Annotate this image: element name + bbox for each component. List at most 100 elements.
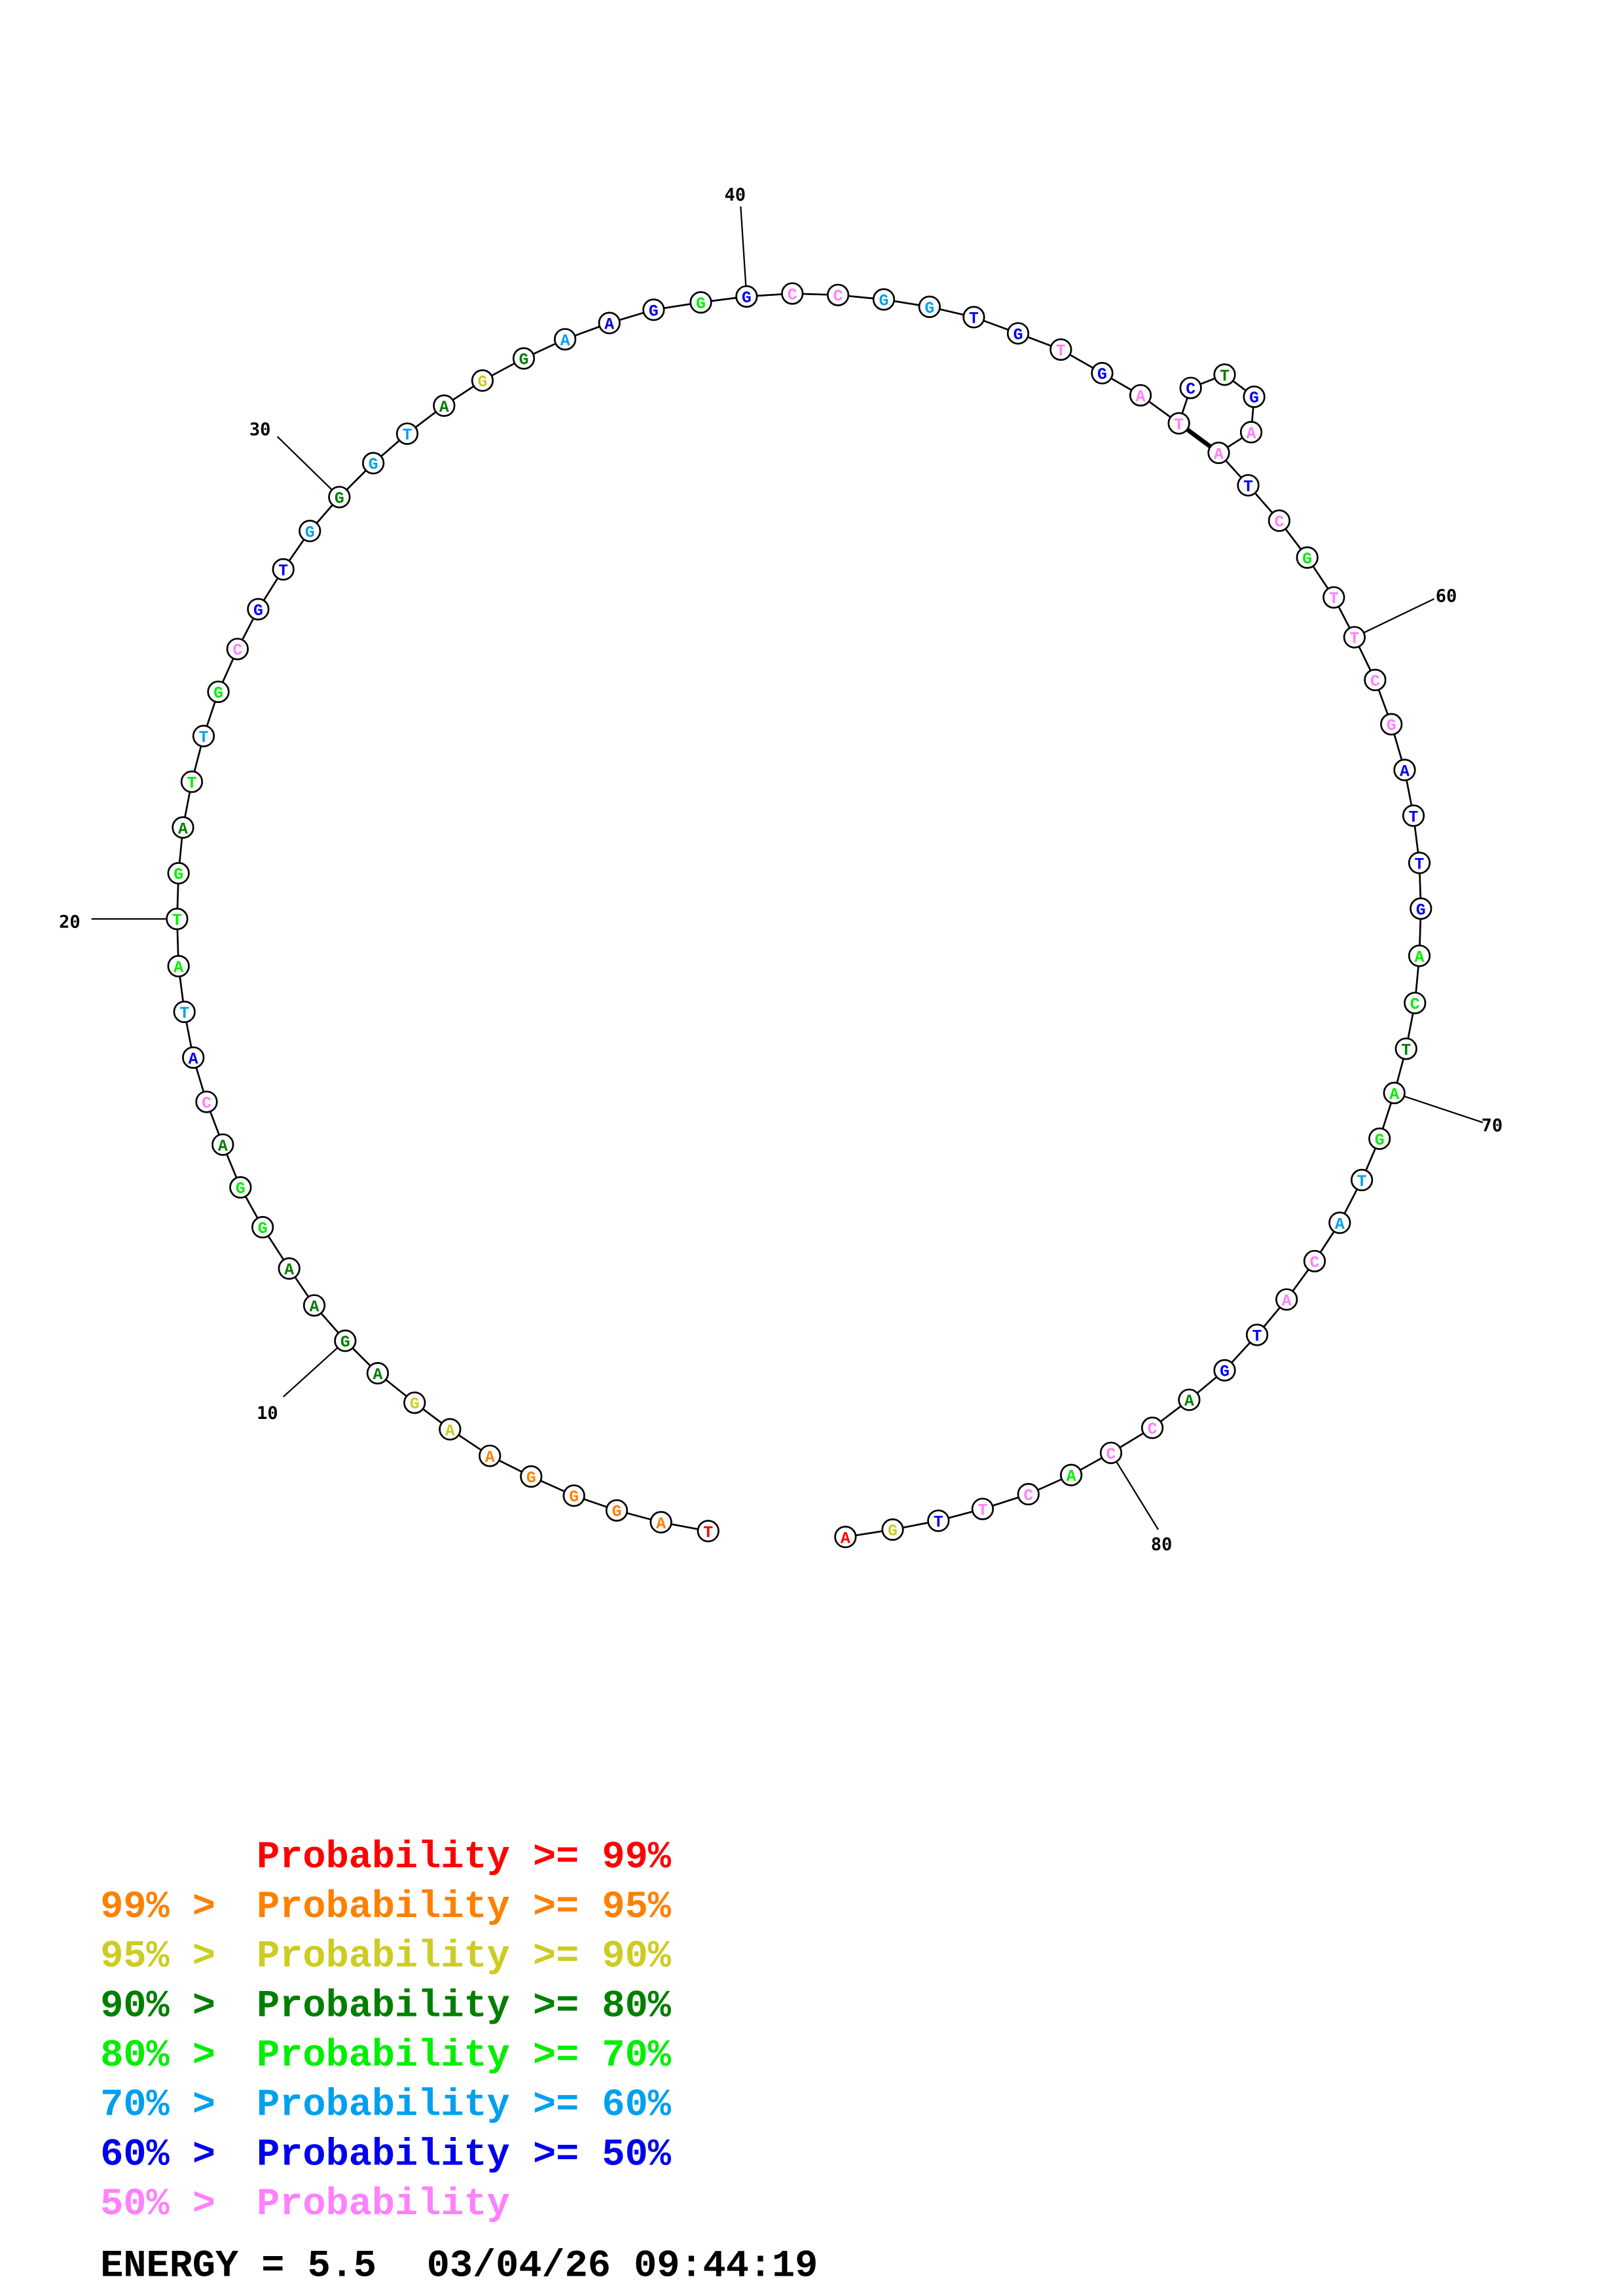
nucleotide: G bbox=[229, 1176, 252, 1199]
nucleotide-circle bbox=[251, 1215, 274, 1239]
nucleotide: G bbox=[1410, 897, 1432, 920]
nucleotide-letter: A bbox=[178, 820, 188, 838]
nucleotide: G bbox=[512, 347, 536, 370]
nucleotide-letter: A bbox=[656, 1515, 666, 1534]
nucleotide: A bbox=[554, 328, 577, 351]
nucleotide-letter: C bbox=[788, 286, 797, 304]
legend-prefix: 90% > bbox=[100, 1984, 238, 2028]
nucleotide: G bbox=[642, 298, 665, 321]
nucleotide-circle bbox=[1328, 1211, 1351, 1234]
nucleotide-circle bbox=[172, 816, 194, 839]
nucleotide-letter: T bbox=[1252, 1328, 1262, 1346]
nucleotide-letter: T bbox=[1415, 855, 1425, 874]
nucleotide-letter: T bbox=[1329, 590, 1339, 609]
nucleotide-circle bbox=[697, 1520, 720, 1543]
nucleotide: T bbox=[927, 1509, 950, 1532]
nucleotide-letter: T bbox=[403, 427, 412, 445]
nucleotide-circle bbox=[1350, 1168, 1374, 1192]
legend-entry: 99% > Probability >= 95% bbox=[100, 1885, 671, 1929]
nucleotide: A bbox=[1060, 1463, 1083, 1486]
nucleotide-circle bbox=[433, 394, 456, 417]
nucleotide-letter: A bbox=[439, 399, 449, 417]
nucleotide-letter: G bbox=[888, 1522, 898, 1541]
nucleotide-letter: G bbox=[213, 685, 223, 703]
nucleotide-circle bbox=[642, 298, 665, 321]
nucleotide-circle bbox=[1393, 759, 1416, 781]
nucleotide-letter: G bbox=[569, 1488, 579, 1507]
nucleotide: A bbox=[439, 1418, 462, 1441]
nucleotide-circle bbox=[1368, 1127, 1391, 1150]
nucleotide: T bbox=[272, 558, 295, 581]
nucleotide-letter: T bbox=[199, 729, 209, 747]
nucleotide: G bbox=[251, 1215, 274, 1239]
nucleotide-circle bbox=[328, 486, 351, 509]
position-label: 20 bbox=[59, 912, 81, 933]
tick-line bbox=[276, 436, 340, 498]
nucleotide-circle bbox=[1343, 626, 1366, 649]
nucleotide-letter: A bbox=[841, 1530, 850, 1548]
nucleotide: C bbox=[1140, 1416, 1164, 1439]
nucleotide-circle bbox=[192, 725, 215, 747]
nucleotide: T bbox=[1402, 804, 1425, 827]
nucleotide-circle bbox=[1410, 897, 1432, 920]
nucleotide-circle bbox=[1383, 1081, 1406, 1105]
energy-footer: ENERGY = 5.5 03/04/26 09:44:19 bbox=[100, 2244, 818, 2287]
nucleotide: A bbox=[172, 816, 194, 839]
nucleotide: C bbox=[781, 282, 804, 305]
nucleotide-circle bbox=[226, 637, 249, 660]
nucleotide-letter: A bbox=[1136, 388, 1146, 406]
nucleotide-circle bbox=[649, 1511, 672, 1534]
legend-label: Probability >= 90% bbox=[257, 1935, 672, 1979]
nucleotide: T bbox=[1237, 474, 1260, 497]
nucleotide: G bbox=[1091, 362, 1114, 385]
nucleotide-circle bbox=[512, 347, 536, 370]
nucleotide: A bbox=[1239, 421, 1263, 444]
position-label: 30 bbox=[249, 420, 271, 440]
nucleotide: G bbox=[207, 680, 230, 704]
nucleotide-circle bbox=[1060, 1463, 1083, 1486]
timestamp: 03/04/26 09:44:19 bbox=[427, 2244, 818, 2287]
nucleotide-letter: G bbox=[478, 373, 488, 391]
nucleotide: T bbox=[1322, 586, 1345, 609]
nucleotide-circle bbox=[302, 1294, 326, 1317]
position-ticks: 10 20 30 40 60 70 80 bbox=[59, 185, 1503, 1554]
nucleotide-letter: A bbox=[310, 1298, 319, 1316]
legend-prefix: 95% > bbox=[100, 1935, 238, 1979]
nucleotide-letter: G bbox=[236, 1180, 246, 1198]
nucleotide: T bbox=[1350, 1168, 1374, 1192]
nucleotide-letter: G bbox=[526, 1469, 536, 1488]
nucleotide-letter: G bbox=[1375, 1132, 1385, 1150]
nucleotide-letter: G bbox=[253, 602, 263, 620]
tick-line bbox=[1110, 1452, 1159, 1530]
nucleotide-circle bbox=[1404, 992, 1427, 1014]
nucleotide-letter: G bbox=[879, 293, 888, 311]
nucleotide-circle bbox=[1243, 386, 1266, 408]
nucleotide-circle bbox=[180, 770, 204, 793]
nucleotide: T bbox=[180, 770, 204, 793]
nucleotide-letter: G bbox=[173, 866, 183, 884]
nucleotide: G bbox=[562, 1484, 585, 1507]
nucleotide-letter: A bbox=[560, 332, 570, 350]
nucleotide-circle bbox=[182, 1046, 205, 1069]
nucleotide-letter: A bbox=[1335, 1215, 1345, 1234]
nucleotide-circle bbox=[299, 520, 321, 543]
nucleotide: C bbox=[1017, 1482, 1040, 1506]
nucleotide-letter: G bbox=[1387, 717, 1396, 736]
nucleotide: G bbox=[881, 1518, 904, 1541]
nucleotide-circle bbox=[735, 285, 758, 308]
nucleotide: A bbox=[1408, 944, 1431, 967]
nucleotide-letter: T bbox=[1243, 478, 1253, 496]
nucleotide-circle bbox=[167, 954, 190, 978]
nucleotide-letter: G bbox=[1013, 326, 1023, 344]
legend-label: Probability >= 70% bbox=[257, 2034, 672, 2077]
position-label: 10 bbox=[257, 1403, 278, 1424]
nucleotide-letter: G bbox=[1220, 1363, 1230, 1382]
nucleotide-letter: G bbox=[696, 295, 706, 314]
nucleotide: A bbox=[1383, 1081, 1406, 1105]
nucleotide-letter: G bbox=[649, 302, 659, 321]
position-label: 60 bbox=[1436, 586, 1457, 606]
nucleotide-letter: G bbox=[742, 289, 752, 308]
nucleotide: G bbox=[520, 1465, 543, 1488]
position-label: 40 bbox=[725, 185, 746, 205]
